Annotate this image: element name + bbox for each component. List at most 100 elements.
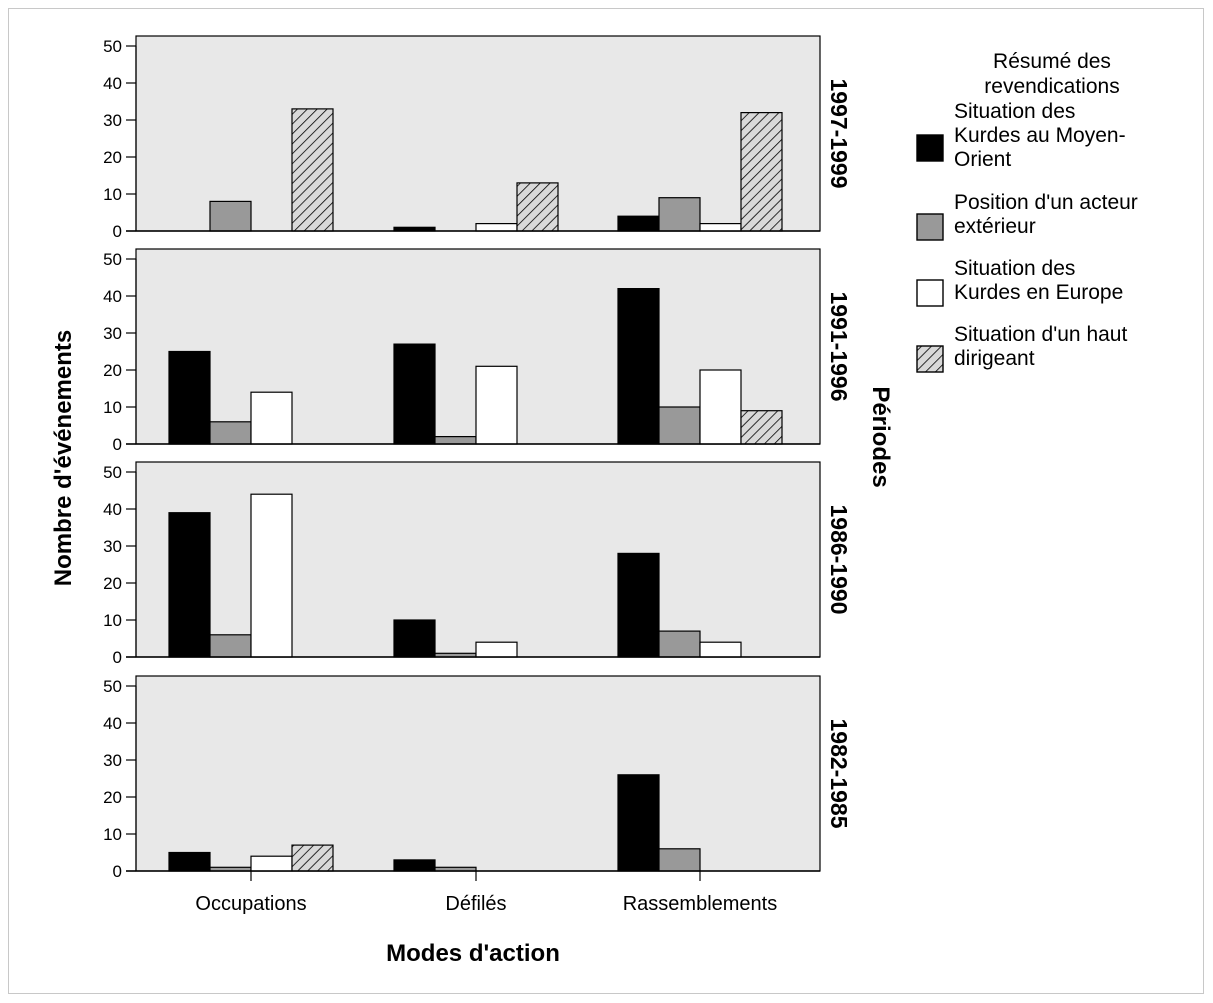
- bar-1991-1996-defiles-s3: [475, 365, 518, 445]
- y-tick-label: 30: [103, 751, 122, 770]
- legend-label-line: Situation des: [954, 100, 1075, 123]
- bar-1982-1985-occupations-s4: [291, 844, 334, 872]
- bar-1986-1990-occupations-s3: [250, 493, 293, 658]
- y-tick-label: 0: [113, 862, 122, 881]
- legend-label-line: Kurdes au Moyen-: [954, 124, 1126, 147]
- y-tick-label: 0: [113, 435, 122, 454]
- bar-1991-1996-occupations-s2: [209, 421, 252, 445]
- chart-frame: [8, 8, 1204, 994]
- chart-panels: 0 10 20 30 40 50 1997-1999 0 10 20 30 40 50 1991-1996…: [103, 35, 852, 881]
- legend-label: Situation des Kurdes en Europe: [954, 257, 1123, 304]
- bar-1991-1996-occupations-s1: [168, 350, 211, 445]
- y-tick-label: 0: [113, 222, 122, 241]
- panel-background: [135, 35, 821, 232]
- y-tick-label: 30: [103, 537, 122, 556]
- bar-1982-1985-occupations-s3: [250, 855, 293, 872]
- legend-label-line: Situation d'un haut: [954, 323, 1127, 346]
- legend-label: Situation d'un haut dirigeant: [954, 323, 1127, 370]
- legend-entry-1: Situation des Kurdes au Moyen-Orient: [916, 100, 1126, 171]
- bar-1991-1996-defiles-s1: [393, 343, 436, 445]
- panel-background: [135, 461, 821, 658]
- y-tick-label: 10: [103, 185, 122, 204]
- bar-1982-1985-defiles-s1: [393, 859, 436, 872]
- y-tick-label: 50: [103, 250, 122, 269]
- bar-1986-1990-rassemblements-s1: [617, 552, 660, 658]
- legend-title: Résumé des: [993, 50, 1111, 73]
- bar-1991-1996-defiles-s2: [434, 436, 477, 445]
- legend-label-line: Position d'un acteur: [954, 191, 1138, 214]
- bar-1982-1985-rassemblements-s1: [617, 774, 660, 872]
- bar-1997-1999-rassemblements-s1: [617, 215, 660, 232]
- x-tick-label-defiles: Défilés: [445, 893, 506, 915]
- period-label: 1991-1996: [826, 292, 852, 402]
- y-tick-label: 20: [103, 574, 122, 593]
- legend-swatch: [916, 279, 944, 307]
- legend-title-line2: revendications: [984, 75, 1119, 98]
- legend-entry-4: Situation d'un haut dirigeant: [916, 323, 1127, 373]
- bar-1991-1996-occupations-s3: [250, 391, 293, 445]
- bar-1986-1990-rassemblements-s3: [699, 641, 742, 658]
- x-axis-title: Modes d'action: [386, 940, 560, 967]
- legend-label-line: extérieur: [954, 215, 1036, 238]
- facet-axis-title: Périodes: [867, 386, 894, 487]
- bar-1986-1990-occupations-s1: [168, 512, 211, 658]
- panel-1986-1990: 0 10 20 30 40 50 1986-1990: [103, 461, 852, 667]
- y-tick-label: 40: [103, 500, 122, 519]
- legend-entry-3: Situation des Kurdes en Europe: [916, 257, 1123, 307]
- legend-entry-2: Position d'un acteur extérieur: [916, 191, 1138, 241]
- period-label: 1997-1999: [826, 79, 852, 189]
- y-tick-label: 10: [103, 398, 122, 417]
- y-tick-label: 50: [103, 37, 122, 56]
- legend-label-line: dirigeant: [954, 347, 1035, 370]
- y-tick-label: 30: [103, 111, 122, 130]
- y-tick-label: 40: [103, 287, 122, 306]
- bar-1991-1996-rassemblements-s3: [699, 369, 742, 445]
- bar-1991-1996-rassemblements-s1: [617, 288, 660, 445]
- legend-label: Situation des Kurdes au Moyen-Orient: [954, 100, 1126, 171]
- bar-1986-1990-defiles-s1: [393, 619, 436, 658]
- y-tick-label: 40: [103, 74, 122, 93]
- y-tick-label: 20: [103, 788, 122, 807]
- bar-1986-1990-rassemblements-s2: [658, 630, 701, 658]
- legend-label: Position d'un acteur extérieur: [954, 191, 1138, 238]
- bar-1986-1990-defiles-s3: [475, 641, 518, 658]
- bar-1997-1999-occupations-s2: [209, 200, 252, 232]
- panel-1991-1996: 0 10 20 30 40 50 1991-1996: [103, 248, 852, 454]
- legend-swatch: [916, 213, 944, 241]
- panel-background: [135, 675, 821, 872]
- legend-swatch: [916, 134, 944, 162]
- bar-1997-1999-occupations-s4: [291, 108, 334, 232]
- y-axis-title: Nombre d'événements: [50, 330, 77, 586]
- y-tick-label: 20: [103, 148, 122, 167]
- y-tick-label: 30: [103, 324, 122, 343]
- bar-1997-1999-rassemblements-s4: [740, 111, 783, 232]
- legend-swatch: [916, 345, 944, 373]
- y-tick-label: 0: [113, 648, 122, 667]
- y-tick-label: 50: [103, 463, 122, 482]
- bar-1997-1999-defiles-s3: [475, 223, 518, 232]
- legend-label-line: Orient: [954, 148, 1011, 171]
- bar-1982-1985-occupations-s1: [168, 851, 211, 872]
- x-axis: Occupations Défilés Rassemblements: [195, 871, 777, 915]
- bar-1986-1990-occupations-s2: [209, 634, 252, 658]
- legend-label-line: Kurdes en Europe: [954, 281, 1123, 304]
- bar-1997-1999-rassemblements-s3: [699, 223, 742, 232]
- panel-1997-1999: 0 10 20 30 40 50 1997-1999: [103, 35, 852, 241]
- period-label: 1982-1985: [826, 719, 852, 829]
- bar-1997-1999-rassemblements-s2: [658, 197, 701, 232]
- period-label: 1986-1990: [826, 505, 852, 615]
- bar-1991-1996-rassemblements-s2: [658, 406, 701, 445]
- legend-label-line: Situation des: [954, 257, 1075, 280]
- x-tick-label-rassemblements: Rassemblements: [623, 893, 778, 915]
- y-tick-label: 50: [103, 677, 122, 696]
- panel-1982-1985: 0 10 20 30 40 50 1982-1985: [103, 675, 852, 881]
- bar-1982-1985-rassemblements-s2: [658, 848, 701, 872]
- bar-1991-1996-rassemblements-s4: [740, 410, 783, 445]
- y-tick-label: 40: [103, 714, 122, 733]
- y-tick-label: 20: [103, 361, 122, 380]
- x-tick-label-occupations: Occupations: [195, 893, 306, 915]
- bar-1997-1999-defiles-s4: [516, 182, 559, 232]
- y-tick-label: 10: [103, 825, 122, 844]
